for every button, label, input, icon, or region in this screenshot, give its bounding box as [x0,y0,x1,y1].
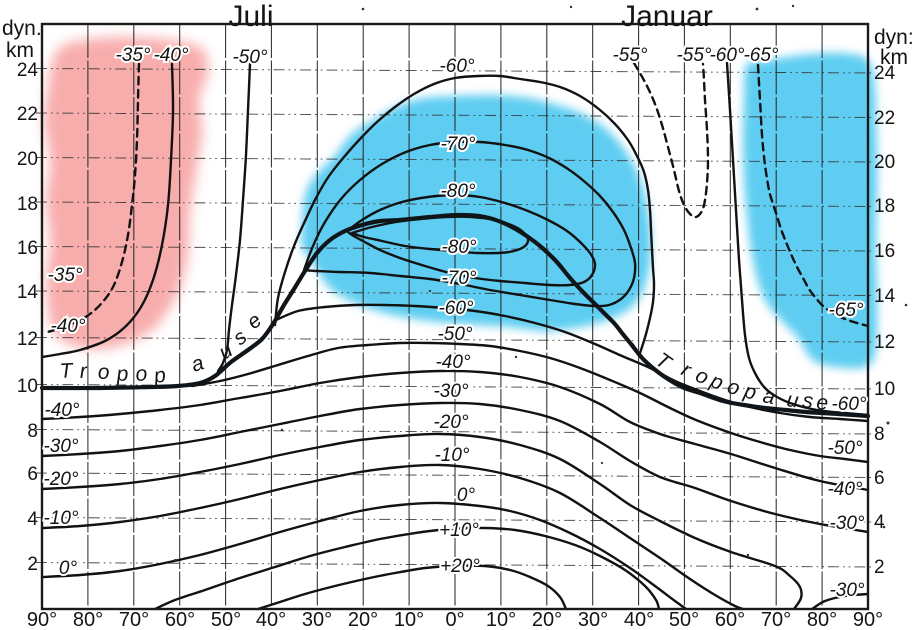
svg-text:20°: 20° [348,609,378,630]
svg-text:o: o [97,361,110,384]
svg-text:4: 4 [874,512,885,533]
svg-text:Juli: Juli [228,0,273,33]
svg-text:-60°: -60° [438,298,473,319]
svg-text:-20°: -20° [433,412,468,433]
svg-text:-20°: -20° [43,469,78,490]
svg-text:-35°: -35° [115,45,150,66]
svg-text:16: 16 [874,241,895,262]
svg-text:-35°: -35° [47,265,82,286]
svg-text:a: a [761,384,777,409]
svg-text:22: 22 [17,104,38,125]
svg-text:8: 8 [874,424,885,445]
svg-text:u: u [785,388,800,412]
svg-text:10°: 10° [486,609,516,630]
svg-text:70°: 70° [761,609,791,630]
svg-text:-50°: -50° [437,324,472,345]
svg-text:4: 4 [27,509,38,530]
svg-text:40°: 40° [256,609,286,630]
svg-text:90°: 90° [27,609,57,630]
svg-text:30°: 30° [302,609,332,630]
svg-text:s: s [801,389,814,413]
svg-text:0°: 0° [59,558,78,579]
svg-text:2: 2 [874,557,885,578]
svg-text:8: 8 [27,421,38,442]
svg-text:70°: 70° [119,609,149,630]
svg-text:90°: 90° [853,609,883,630]
svg-text:+10°: +10° [439,520,479,541]
svg-text:50°: 50° [669,609,699,630]
svg-text:80°: 80° [807,609,837,630]
svg-text:dyn.: dyn. [2,17,42,40]
svg-text:-60°: -60° [831,394,866,415]
svg-text:20: 20 [874,152,895,173]
svg-text:-40°: -40° [153,45,188,66]
svg-text:50°: 50° [211,609,241,630]
svg-text:10°: 10° [394,609,424,630]
svg-text:40°: 40° [624,609,654,630]
svg-text:-60°: -60° [709,45,744,66]
svg-text:p: p [115,362,129,386]
svg-text:dyn:: dyn: [874,26,914,49]
svg-text:-40°: -40° [50,316,85,337]
svg-text:6: 6 [27,464,38,485]
svg-text:22: 22 [874,108,895,129]
svg-text:18: 18 [874,196,895,217]
svg-text:-30°: -30° [829,513,864,534]
svg-text:+20°: +20° [440,556,480,577]
svg-text:e: e [816,391,829,415]
svg-text:r: r [79,360,88,383]
svg-text:60°: 60° [715,609,745,630]
svg-text:-60°: -60° [439,56,474,77]
svg-text:-40°: -40° [44,400,79,421]
svg-text:-70°: -70° [441,268,476,289]
svg-text:Januar: Januar [621,0,713,33]
svg-text:-10°: -10° [434,445,469,466]
svg-text:p: p [741,379,759,404]
svg-text:T: T [59,359,75,383]
svg-text:2: 2 [27,554,38,575]
svg-text:-80°: -80° [440,181,475,202]
svg-text:-40°: -40° [435,352,470,373]
svg-text:6: 6 [874,468,885,489]
svg-text:0°: 0° [445,609,464,630]
svg-text:km: km [880,46,908,69]
svg-text:-80°: -80° [441,237,476,258]
svg-text:-50°: -50° [232,47,267,68]
svg-text:14: 14 [874,286,896,307]
svg-text:-30°: -30° [433,381,468,402]
svg-text:-50°: -50° [827,438,862,459]
svg-text:-10°: -10° [43,508,78,529]
svg-text:-65°: -65° [828,300,863,321]
svg-text:16: 16 [17,238,38,259]
svg-text:60°: 60° [165,609,195,630]
svg-text:10: 10 [874,379,895,400]
svg-text:20: 20 [17,149,38,170]
svg-text:18: 18 [17,194,38,215]
svg-text:0°: 0° [457,485,476,506]
svg-text:-65°: -65° [743,45,778,66]
svg-text:20°: 20° [532,609,562,630]
svg-text:-40°: -40° [827,479,862,500]
svg-text:80°: 80° [73,609,103,630]
svg-text:-70°: -70° [440,134,475,155]
svg-text:o: o [135,362,149,386]
svg-text:30°: 30° [578,609,608,630]
svg-text:p: p [152,364,168,389]
svg-text:-30°: -30° [43,436,78,457]
svg-text:-55°: -55° [612,45,647,66]
svg-text:12: 12 [874,332,895,353]
svg-text:km: km [6,39,34,62]
svg-text:12: 12 [17,329,38,350]
svg-text:10: 10 [17,376,38,397]
svg-text:24: 24 [874,63,896,84]
svg-text:-55°: -55° [676,45,711,66]
svg-text:24: 24 [17,60,39,81]
svg-text:-30°: -30° [829,580,864,601]
svg-text:14: 14 [17,282,39,303]
